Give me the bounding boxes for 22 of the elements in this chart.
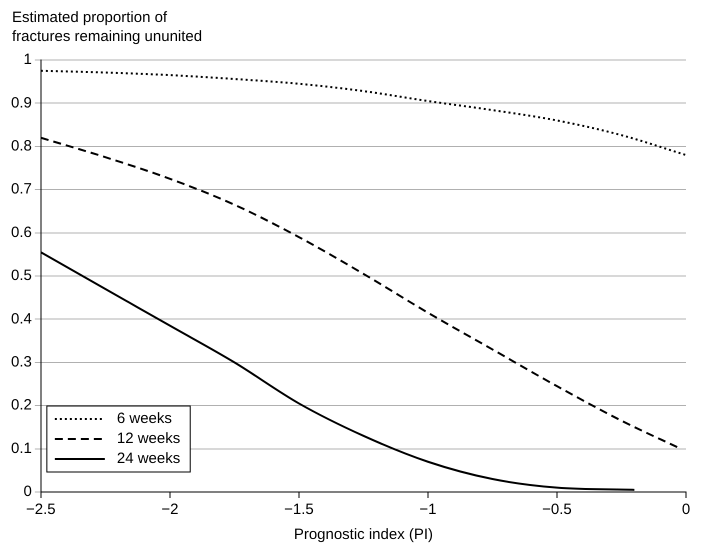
- y-tick-label: 0.3: [10, 354, 32, 371]
- y-tick-label: 0.4: [10, 310, 32, 328]
- y-tick-label: 0.8: [10, 138, 32, 155]
- x-tick-label: −1.5: [284, 501, 314, 518]
- y-tick-label: 1: [24, 51, 32, 68]
- x-tick-label: −2: [161, 501, 178, 518]
- y-tick-label: 0.7: [10, 180, 32, 198]
- y-tick-label: 0.5: [10, 267, 32, 284]
- y-tick-label: 0: [24, 483, 32, 500]
- x-tick-label: −2.5: [26, 501, 56, 518]
- x-axis-title: Prognostic index (PI): [294, 526, 434, 544]
- y-tick-label: 0.6: [10, 224, 32, 241]
- y-tick-label: 0.2: [10, 396, 32, 414]
- y-axis-title: Estimated proportion of fractures remaining ununited: [12, 8, 204, 46]
- y-tick-label: 0.9: [10, 94, 32, 112]
- x-tick-label: −1: [419, 501, 436, 518]
- legend-label: 12 weeks: [116, 430, 180, 448]
- x-tick-label: −0.5: [542, 501, 572, 518]
- legend-label: 6 weeks: [116, 410, 172, 428]
- x-tick-label: 0: [682, 501, 690, 518]
- y-tick-label: 0.1: [10, 440, 32, 457]
- legend-label: 24 weeks: [116, 450, 180, 468]
